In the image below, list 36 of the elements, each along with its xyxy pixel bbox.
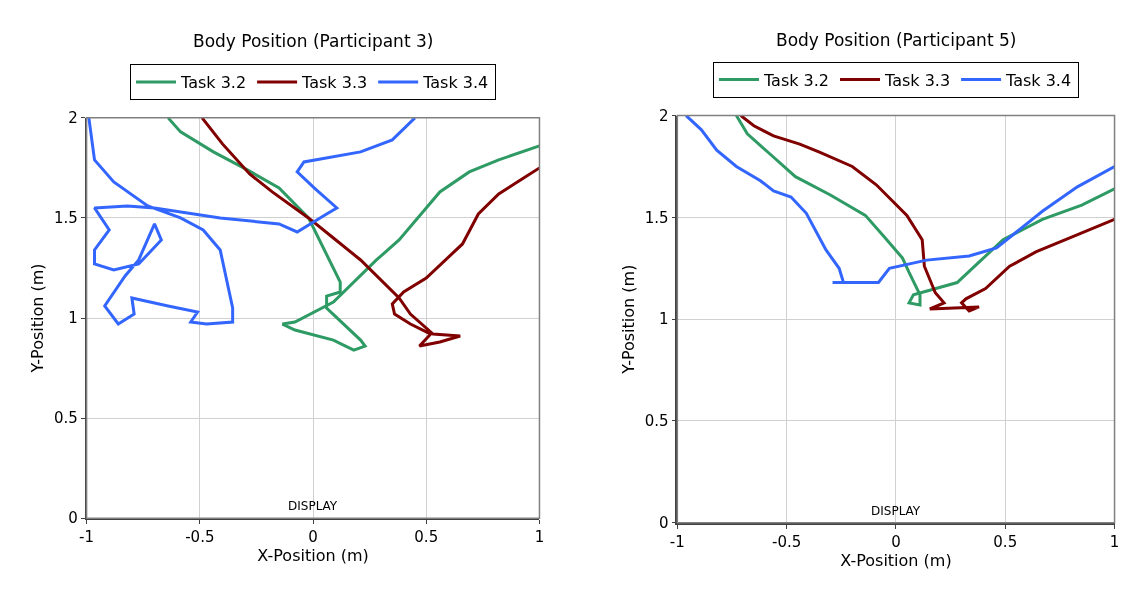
y-tick-label: 0 [659, 514, 669, 533]
y-tick-label: 1.5 [644, 208, 669, 227]
line-series [87, 117, 417, 326]
legend-label: Task 3.4 [422, 73, 489, 93]
y-tick-label: 0.5 [644, 412, 669, 431]
y-tick-label: 2 [68, 109, 78, 128]
chart-title: Body Position (Participant 5) [776, 30, 1017, 50]
x-tick-label: -0.5 [772, 532, 802, 551]
y-tick-label: 2 [659, 106, 669, 125]
y-tick-label: 1.5 [53, 209, 78, 228]
y-tick-label: 1 [68, 309, 78, 328]
x-tick-label: -1 [669, 532, 685, 551]
y-tick-label: 0.5 [53, 409, 78, 428]
legend-label: Task 3.3 [301, 73, 368, 93]
x-tick-label: 0 [308, 527, 318, 546]
chart-title: Body Position (Participant 3) [193, 31, 434, 51]
legend-label: Task 3.2 [180, 73, 247, 93]
x-tick-label: -1 [79, 527, 95, 546]
x-tick-label: -0.5 [185, 527, 215, 546]
x-tick-label: 0 [891, 532, 901, 551]
x-tick-label: 1 [1109, 532, 1120, 551]
x-tick-label: 0.5 [414, 527, 439, 546]
y-tick-label: 0 [68, 509, 78, 528]
y-tick-label: 1 [659, 310, 669, 329]
annotation: DISPLAY [288, 499, 338, 513]
y-axis-title: Y-Position (m) [619, 264, 639, 375]
annotation: DISPLAY [871, 504, 921, 518]
line-series [684, 115, 1115, 285]
legend-label: Task 3.2 [762, 70, 830, 90]
legend-label: Task 3.3 [884, 70, 951, 90]
x-tick-label: 1 [534, 527, 545, 546]
x-axis-title: X-Position (m) [840, 550, 952, 570]
y-axis-title: Y-Position (m) [28, 263, 48, 374]
x-axis-title: X-Position (m) [257, 545, 369, 565]
x-tick-label: 0.5 [993, 532, 1018, 551]
legend-label: Task 3.4 [1005, 70, 1072, 90]
